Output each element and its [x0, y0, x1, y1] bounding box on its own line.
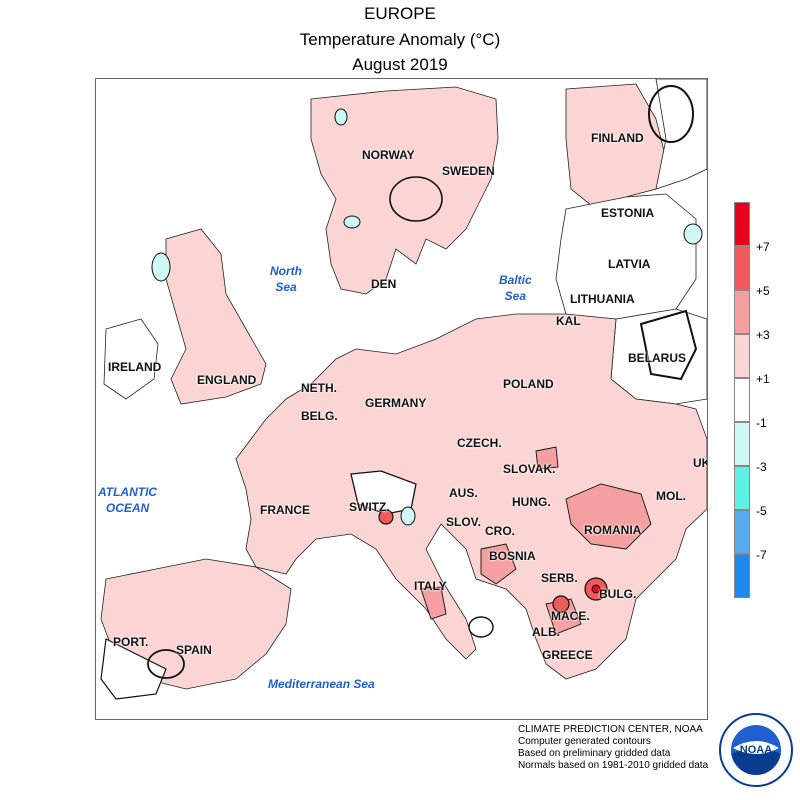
label-macedonia: MACE.	[551, 609, 590, 623]
credit-method: Computer generated contours	[518, 736, 651, 747]
cool-spot-baltics	[683, 223, 703, 245]
label-bosnia: BOSNIA	[489, 549, 536, 563]
anomaly-map: FINLAND NORWAY SWEDEN ESTONIA LATVIA LIT…	[95, 78, 708, 720]
finland-landmass	[565, 83, 667, 210]
scandinavia-landmass	[310, 86, 499, 295]
label-kal: KAL	[556, 314, 581, 328]
label-poland: POLAND	[503, 377, 554, 391]
label-ukraine-partial: UK	[693, 456, 707, 470]
cool-spot-alps	[400, 506, 416, 526]
label-netherlands: NETH.	[301, 381, 337, 395]
legend-swatch-1	[734, 246, 750, 290]
label-estonia: ESTONIA	[601, 206, 655, 220]
label-belgium: BELG.	[301, 409, 338, 423]
label-slovenia: SLOV.	[446, 515, 481, 529]
label-moldova: MOL.	[656, 489, 686, 503]
legend-swatch-2	[734, 290, 750, 334]
label-spain: SPAIN	[176, 643, 212, 657]
legend-swatch-5	[734, 422, 750, 466]
label-england: ENGLAND	[197, 373, 257, 387]
label-portugal: PORT.	[113, 635, 149, 649]
hot-core-switzerland	[378, 509, 394, 525]
label-mediterranean-sea: Mediterranean Sea	[268, 677, 375, 691]
legend-label-minus1: -1	[756, 416, 767, 430]
label-latvia: LATVIA	[608, 257, 651, 271]
label-germany: GERMANY	[365, 396, 427, 410]
great-britain-landmass	[165, 228, 267, 405]
russia-northwest-region	[655, 79, 707, 190]
label-romania: ROMANIA	[584, 523, 642, 537]
warm-patch-slovakia	[535, 446, 559, 470]
label-czech: CZECH.	[457, 436, 502, 450]
credit-normals: Normals based on 1981-2010 gridded data	[518, 760, 709, 771]
cool-spot-scotland	[151, 252, 171, 282]
legend-swatch-8	[734, 554, 750, 598]
label-den: DEN	[371, 277, 397, 291]
label-austria: AUS.	[449, 486, 478, 500]
warm-patch-italy	[420, 586, 447, 620]
label-greece: GREECE	[542, 648, 593, 662]
credit-data: Based on preliminary gridded data	[518, 748, 671, 759]
label-bulgaria: BULG.	[599, 587, 637, 601]
map-title: EUROPE	[364, 4, 436, 23]
legend-label-plus7: +7	[756, 240, 770, 254]
label-lithuania: LITHUANIA	[570, 292, 635, 306]
near-normal-area-belarus-ring	[639, 309, 698, 381]
legend-swatch-6	[734, 466, 750, 510]
label-sweden: SWEDEN	[442, 164, 495, 178]
contour-ring-finland	[648, 85, 694, 143]
label-baltic-sea: Baltic Sea	[499, 273, 532, 303]
credit-source: CLIMATE PREDICTION CENTER, NOAA	[518, 724, 703, 735]
map-period: August 2019	[352, 55, 448, 74]
svg-text:NOAA: NOAA	[740, 744, 772, 756]
near-normal-area-spain	[100, 638, 167, 700]
label-italy: ITALY	[414, 579, 447, 593]
hot-core-bulgaria-peak	[591, 584, 601, 594]
contour-ring-sweden	[389, 176, 443, 222]
label-north-sea: North Sea	[270, 264, 302, 294]
label-norway: NORWAY	[362, 148, 415, 162]
map-subtitle: Temperature Anomaly (°C)	[299, 30, 501, 49]
warm-patch-romania	[565, 483, 652, 550]
cool-spot-norway	[343, 215, 361, 229]
label-ireland: IRELAND	[108, 360, 162, 374]
map-canvas	[100, 79, 707, 700]
legend-label-plus3: +3	[756, 328, 770, 342]
legend-swatch-0	[734, 202, 750, 246]
cool-spot-norway-north	[334, 108, 348, 126]
contour-ring-iberia	[147, 649, 185, 679]
legend-label-minus5: -5	[756, 504, 767, 518]
label-slovakia: SLOVAK.	[503, 462, 556, 476]
label-belarus: BELARUS	[628, 351, 687, 365]
warm-patch-bosnia	[480, 543, 517, 585]
label-finland: FINLAND	[591, 131, 644, 145]
color-legend	[734, 202, 750, 598]
contour-ring-italy	[468, 616, 494, 638]
label-croatia: CRO.	[485, 524, 515, 538]
legend-label-minus3: -3	[756, 460, 767, 474]
legend-label-minus7: -7	[756, 548, 767, 562]
ireland-landmass	[103, 318, 159, 400]
credits-block: CLIMATE PREDICTION CENTER, NOAA Computer…	[518, 724, 708, 772]
label-hungary: HUNG.	[512, 495, 551, 509]
legend-swatch-7	[734, 510, 750, 554]
label-serbia: SERB.	[541, 571, 578, 585]
legend-label-plus5: +5	[756, 284, 770, 298]
legend-swatch-3	[734, 334, 750, 378]
label-switzerland: SWITZ.	[349, 500, 390, 514]
legend-label-plus1: +1	[756, 372, 770, 386]
noaa-logo-icon: NOAA	[719, 713, 793, 787]
label-atlantic-ocean: ATLANTIC OCEAN	[98, 485, 158, 515]
label-france: FRANCE	[260, 503, 310, 517]
hot-core-macedonia	[552, 595, 570, 613]
label-albania: ALB.	[532, 625, 560, 639]
legend-swatch-4	[734, 378, 750, 422]
